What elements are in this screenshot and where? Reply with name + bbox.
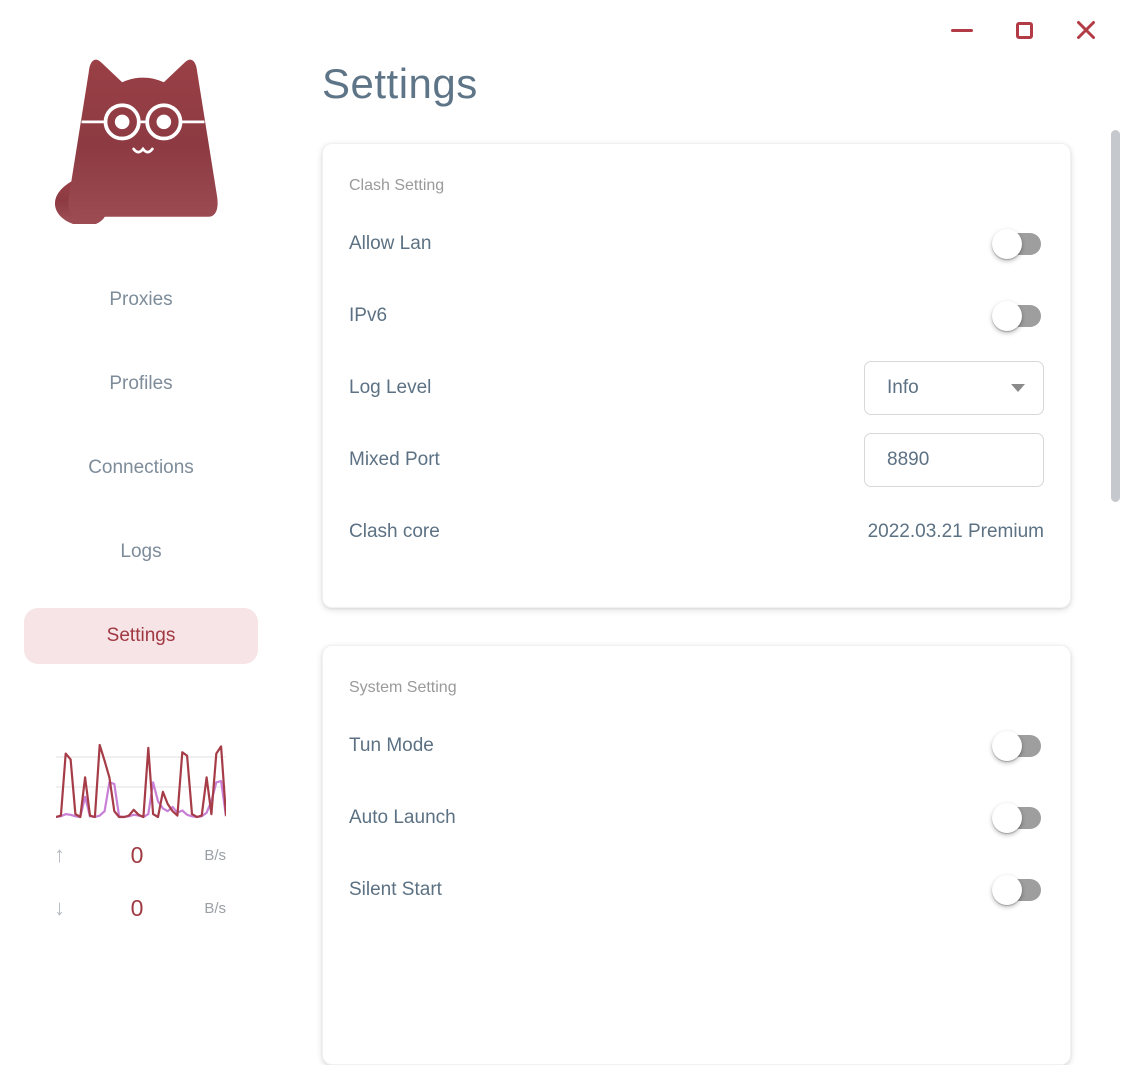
log-level-selected-value: Info (887, 377, 919, 398)
close-button[interactable] (1074, 18, 1098, 42)
auto-launch-row: Auto Launch (349, 782, 1044, 854)
minimize-button[interactable] (950, 18, 974, 42)
log-level-label: Log Level (349, 377, 432, 398)
silent-start-row: Silent Start (349, 854, 1044, 926)
toggle-knob (992, 803, 1022, 833)
toggle-knob (992, 229, 1022, 259)
log-level-row: Log Level Info (349, 352, 1044, 424)
sidebar-item-proxies[interactable]: Proxies (109, 289, 173, 310)
clash-core-label: Clash core (349, 521, 440, 542)
maximize-icon (1015, 21, 1033, 39)
mixed-port-input[interactable] (864, 433, 1044, 487)
ipv6-toggle[interactable] (992, 301, 1041, 331)
download-speed-unit: B/s (204, 899, 226, 917)
download-stat-row: ↓ 0 B/s (54, 891, 226, 925)
clash-core-version: 2022.03.21 Premium (867, 521, 1044, 542)
allow-lan-toggle[interactable] (992, 229, 1041, 259)
traffic-stats: ↑ 0 B/s ↓ 0 B/s (54, 838, 226, 944)
vertical-scrollbar-thumb[interactable] (1111, 130, 1120, 502)
toggle-knob (992, 875, 1022, 905)
cat-glasses-left (103, 103, 141, 141)
upload-speed-value: 0 (130, 841, 144, 868)
toggle-knob (992, 731, 1022, 761)
sidebar-item-connections[interactable]: Connections (88, 457, 194, 478)
sidebar-item-profiles[interactable]: Profiles (109, 373, 173, 394)
tun-mode-row: Tun Mode (349, 710, 1044, 782)
cat-glasses-right (145, 103, 183, 141)
ipv6-row: IPv6 (349, 280, 1044, 352)
maximize-button[interactable] (1012, 18, 1036, 42)
sidebar-item-logs[interactable]: Logs (120, 541, 162, 562)
download-speed-value: 0 (130, 894, 144, 921)
auto-launch-toggle[interactable] (992, 803, 1041, 833)
minimize-icon (951, 28, 973, 32)
clash-setting-card: Clash Setting Allow Lan IPv6 Log Level I… (322, 143, 1071, 608)
card-header-clash-setting: Clash Setting (349, 177, 445, 194)
silent-start-toggle[interactable] (992, 875, 1041, 905)
chevron-down-icon (1011, 384, 1025, 392)
clash-core-row: Clash core 2022.03.21 Premium (349, 496, 1044, 568)
sidebar-nav: Proxies Profiles Connections Logs Settin… (24, 272, 258, 692)
clash-cat-logo (55, 59, 218, 224)
mixed-port-label: Mixed Port (349, 449, 440, 470)
auto-launch-label: Auto Launch (349, 807, 456, 828)
cat-mouth (132, 146, 154, 154)
cat-body (68, 59, 218, 217)
system-setting-card: System Setting Tun Mode Auto Launch Sile… (322, 645, 1071, 1065)
log-level-select[interactable]: Info (864, 361, 1044, 415)
toggle-knob (992, 301, 1022, 331)
card-header-system-setting: System Setting (349, 679, 457, 696)
download-arrow-icon: ↓ (54, 895, 65, 920)
traffic-chart (55, 733, 228, 823)
silent-start-label: Silent Start (349, 879, 442, 900)
tun-mode-label: Tun Mode (349, 735, 434, 756)
upload-stat-row: ↑ 0 B/s (54, 838, 226, 872)
sidebar-item-settings[interactable]: Settings (24, 608, 258, 664)
mixed-port-row: Mixed Port (349, 424, 1044, 496)
ipv6-label: IPv6 (349, 305, 388, 326)
tun-mode-toggle[interactable] (992, 731, 1041, 761)
page-title: Settings (322, 60, 478, 107)
upload-arrow-icon: ↑ (54, 842, 65, 867)
window-controls (950, 14, 1098, 46)
close-icon (1077, 21, 1095, 39)
allow-lan-row: Allow Lan (349, 208, 1044, 280)
upload-speed-unit: B/s (204, 846, 226, 864)
allow-lan-label: Allow Lan (349, 233, 432, 254)
